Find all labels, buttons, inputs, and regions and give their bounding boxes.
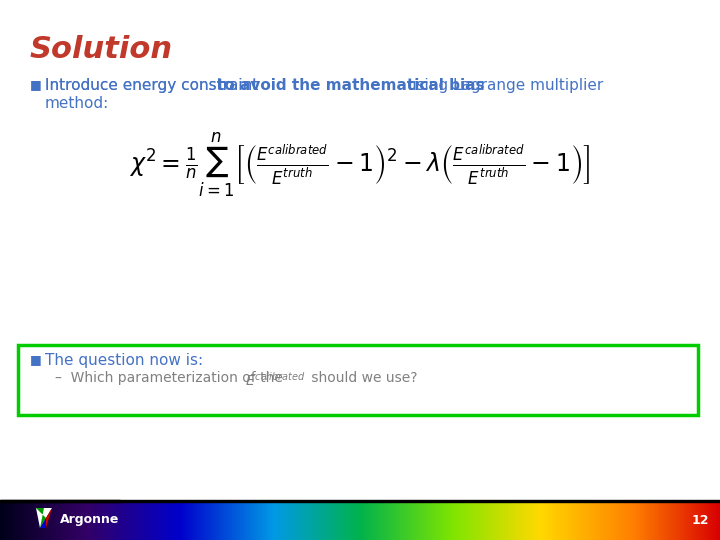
Text: The question now is:: The question now is:: [45, 353, 203, 368]
Polygon shape: [40, 518, 46, 528]
Text: $\chi^2 = \frac{1}{n}\sum_{i=1}^{n}\left[\left(\frac{E^{\mathit{calibrated}}}{E^: $\chi^2 = \frac{1}{n}\sum_{i=1}^{n}\left…: [129, 131, 591, 199]
Polygon shape: [46, 508, 52, 528]
Polygon shape: [36, 508, 52, 528]
Text: $\mathit{E}^{\mathit{calibrated}}$: $\mathit{E}^{\mathit{calibrated}}$: [245, 371, 305, 389]
Text: should we use?: should we use?: [307, 371, 418, 385]
Text: Introduce energy constraint: Introduce energy constraint: [45, 78, 263, 93]
Text: Introduce energy constraint: Introduce energy constraint: [45, 78, 263, 93]
Text: Solution: Solution: [30, 35, 173, 64]
Polygon shape: [36, 508, 46, 528]
Bar: [0, 500, 720, 502]
Text: method:: method:: [45, 96, 109, 111]
Text: ■: ■: [30, 353, 42, 366]
Text: using Lagrange multiplier: using Lagrange multiplier: [402, 78, 603, 93]
FancyBboxPatch shape: [18, 345, 698, 415]
Text: –  Which parameterization of the: – Which parameterization of the: [55, 371, 287, 385]
Text: 12: 12: [691, 515, 708, 528]
Text: to avoid the mathematical bias: to avoid the mathematical bias: [217, 78, 485, 93]
Text: Argonne: Argonne: [60, 514, 120, 526]
Text: ■: ■: [30, 78, 42, 91]
Bar: [0, 500, 120, 502]
